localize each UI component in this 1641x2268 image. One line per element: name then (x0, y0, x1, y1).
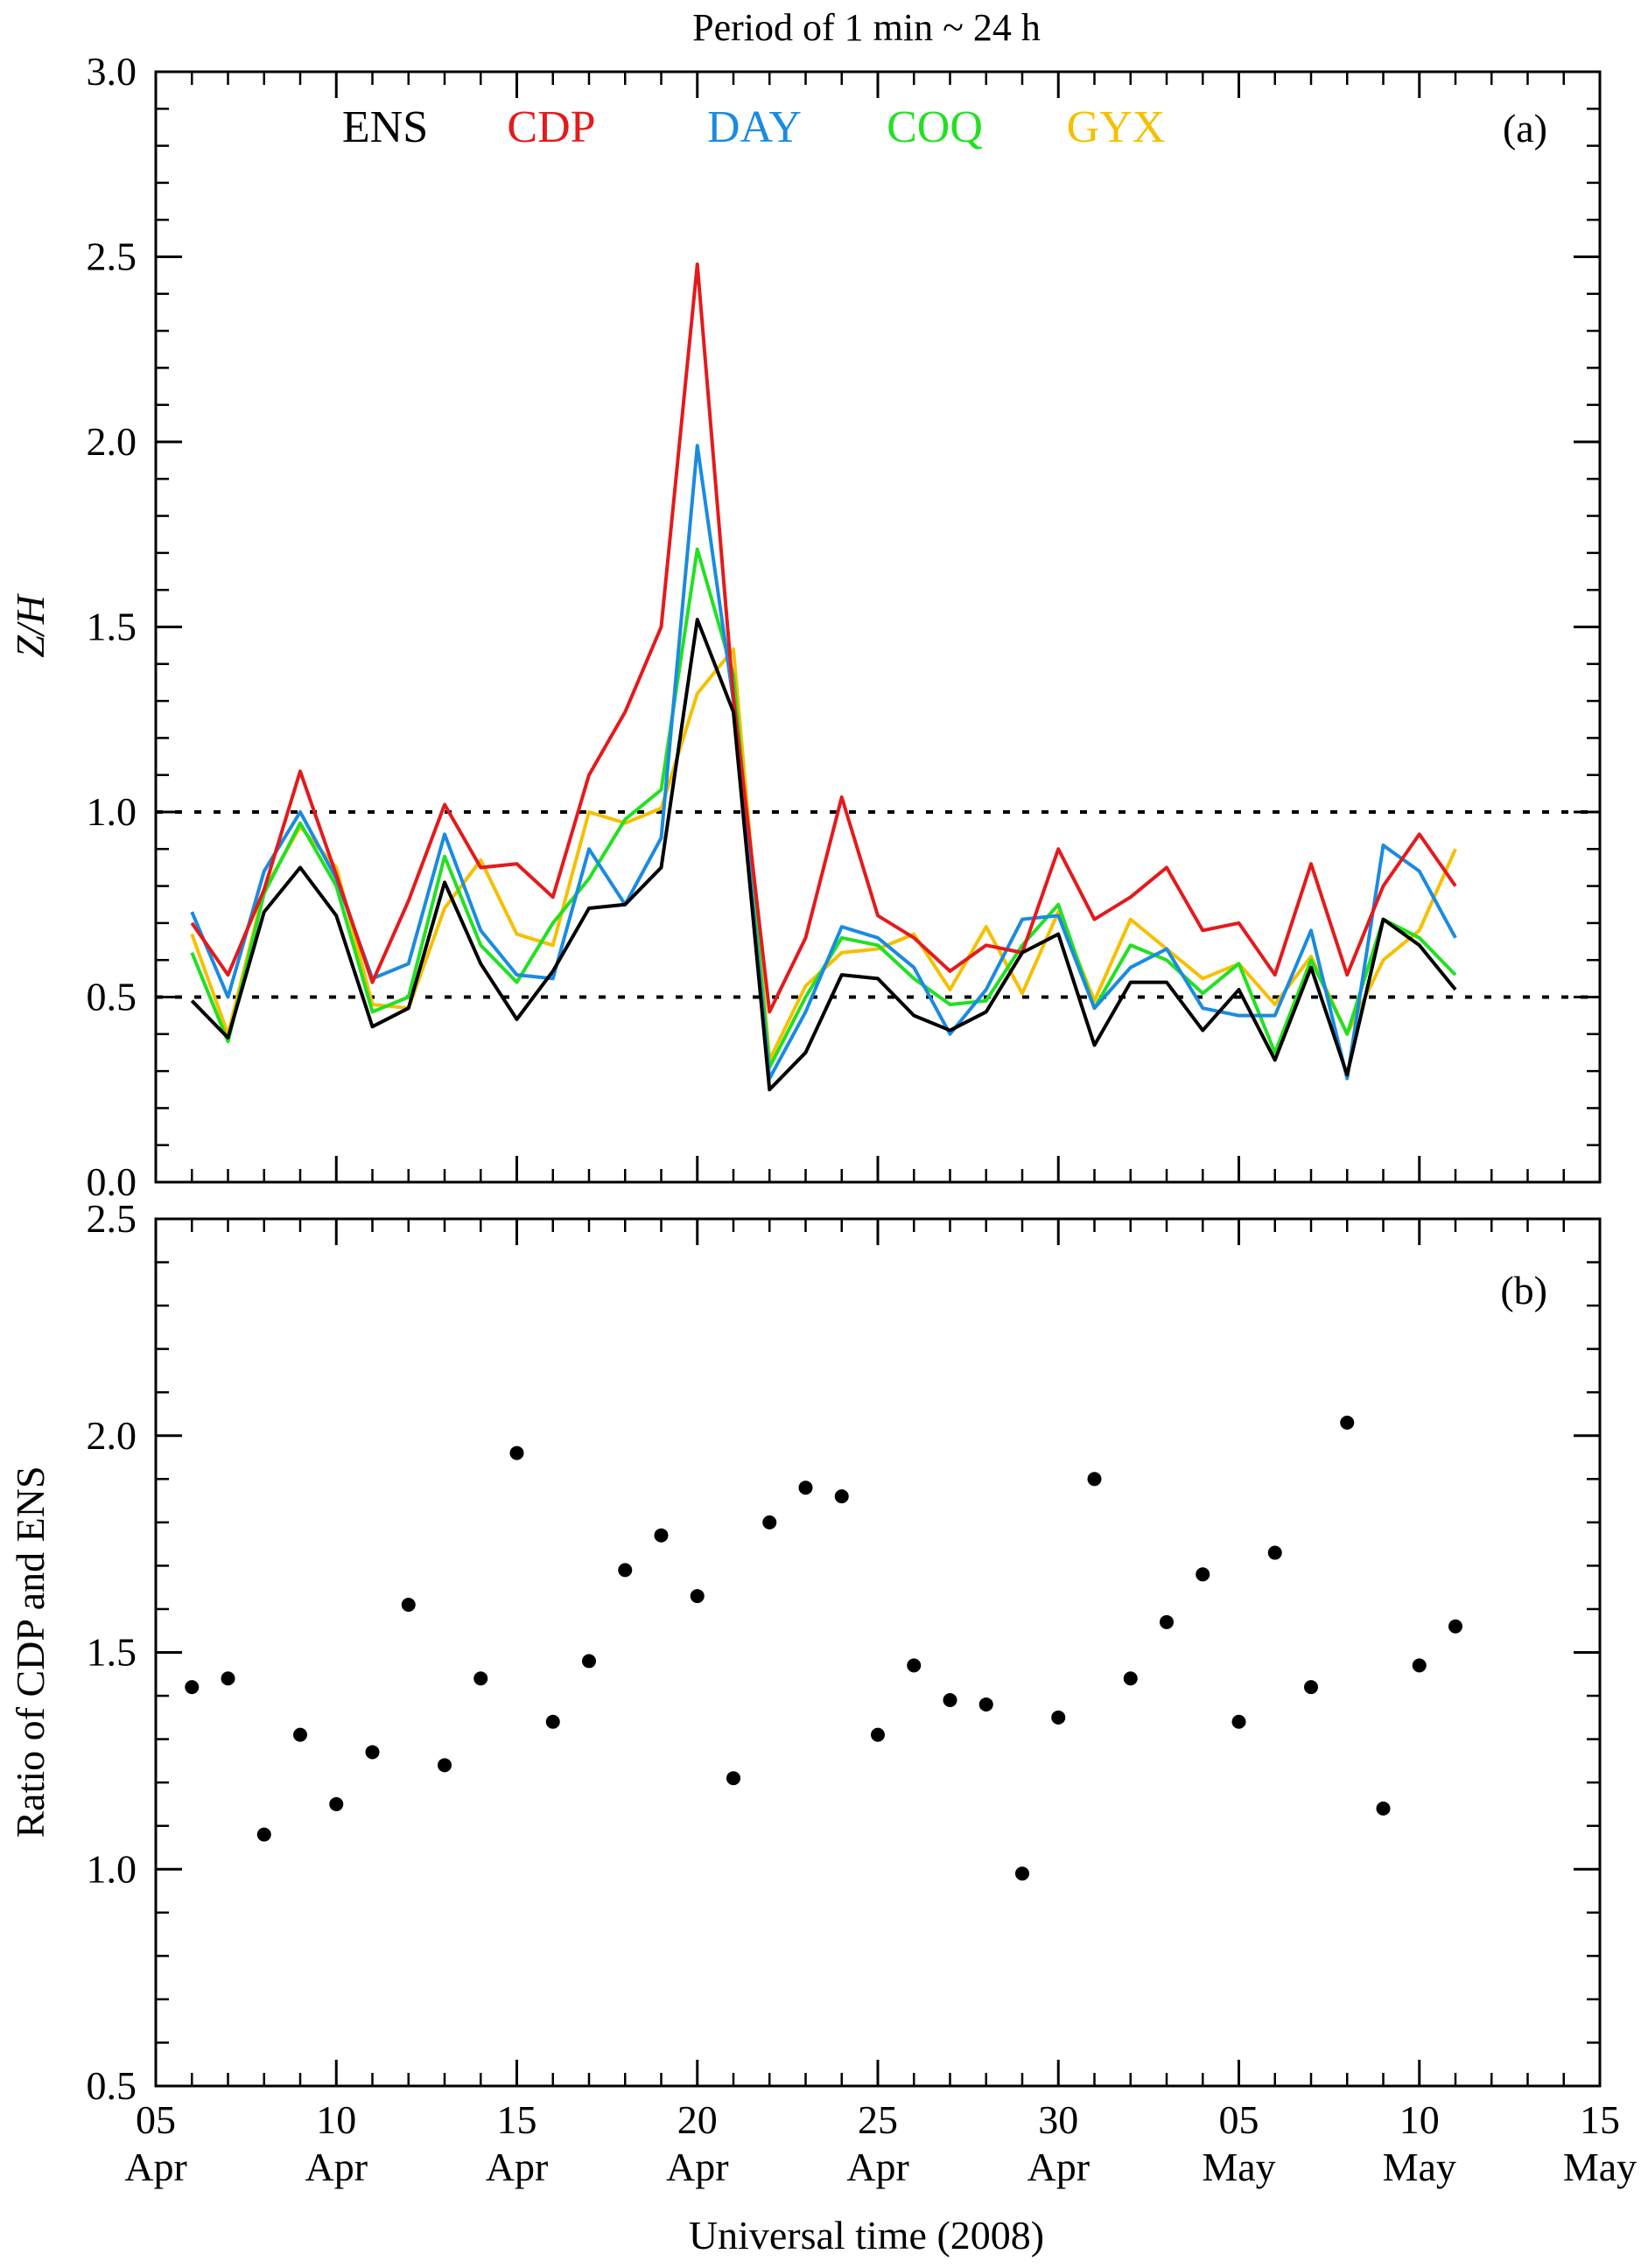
panel-b-y-axis: 0.5 1.0 1.5 2.0 2.5 (87, 1196, 1600, 2108)
scatter-point (509, 1446, 524, 1460)
scatter-point (690, 1589, 705, 1604)
x-tick-label-day: 05 (136, 2097, 176, 2142)
scatter-point (1051, 1710, 1066, 1725)
panel-a-reference-lines (156, 810, 1600, 999)
y-tick-label: 1.5 (87, 605, 137, 649)
x-tick-label-month: Apr (124, 2145, 187, 2189)
scatter-point (798, 1480, 813, 1495)
scatter-point (582, 1654, 596, 1669)
scatter-point (438, 1758, 452, 1773)
legend-entry-day: DAY (707, 102, 802, 152)
panel-a-legend: ENS CDP DAY COQ GYX (342, 102, 1165, 152)
x-tick-label-day: 05 (1219, 2097, 1259, 2142)
scatter-point (1123, 1671, 1138, 1686)
x-tick-label-day: 15 (1580, 2097, 1620, 2142)
panel-a-series (190, 262, 1457, 1092)
scatter-point (1231, 1714, 1246, 1729)
scatter-point (221, 1671, 235, 1686)
scatter-point (834, 1489, 849, 1504)
scatter-point (654, 1528, 669, 1543)
scatter-point (473, 1671, 488, 1686)
y-tick-label: 1.0 (87, 1846, 137, 1891)
x-tick-label-day: 10 (316, 2097, 356, 2142)
x-tick-label-month: Apr (666, 2145, 729, 2189)
panel-a-line-chart: 0.0 0.5 1.0 1.5 2.0 2.5 3.0 ENS CDP DAY COQ GYX (a… (8, 49, 1602, 1204)
scatter-point (1160, 1614, 1174, 1629)
x-tick-label-month: Apr (1027, 2145, 1090, 2189)
y-tick-label: 1.5 (87, 1630, 137, 1675)
scatter-point (1267, 1545, 1282, 1560)
panel-a-y-label: Z/H (8, 592, 53, 657)
scatter-point (365, 1745, 380, 1760)
scatter-point (1087, 1472, 1102, 1487)
x-tick-label-day: 30 (1038, 2097, 1078, 2142)
legend-entry-coq: COQ (887, 102, 983, 152)
panel-b-y-label: Ratio of CDP and ENS (8, 1466, 53, 1838)
y-tick-label: 2.5 (87, 234, 137, 279)
y-tick-label: 2.5 (87, 1196, 137, 1241)
legend-entry-cdp: CDP (507, 102, 595, 152)
legend-entry-gyx: GYX (1067, 102, 1166, 152)
y-tick-label: 1.0 (87, 789, 137, 834)
x-tick-label-month: Apr (846, 2145, 909, 2189)
x-axis: 05Apr10Apr15Apr20Apr25Apr30Apr05May10May… (124, 72, 1637, 2189)
y-tick-label: 2.0 (87, 1413, 137, 1458)
scatter-point (545, 1714, 560, 1729)
y-tick-label: 3.0 (87, 49, 137, 94)
scatter-point (1015, 1866, 1029, 1881)
scatter-point (1304, 1680, 1318, 1695)
panel-a-y-axis: 0.0 0.5 1.0 1.5 2.0 2.5 3.0 (87, 49, 1600, 1204)
scatter-point (256, 1827, 271, 1842)
scatter-point (1340, 1415, 1355, 1430)
scatter-point (1412, 1658, 1427, 1673)
y-tick-label: 2.0 (87, 419, 137, 464)
scatter-point (726, 1771, 740, 1786)
series-line-day (190, 444, 1457, 1081)
scatter-point (618, 1563, 633, 1578)
x-tick-label-month: Apr (305, 2145, 368, 2189)
panel-a-label: (a) (1503, 106, 1547, 150)
figure-title: Period of 1 min ~ 24 h (692, 6, 1041, 49)
scatter-point (943, 1693, 957, 1708)
scatter-point (762, 1515, 777, 1530)
x-tick-label-month: May (1202, 2145, 1275, 2189)
x-tick-label-day: 10 (1399, 2097, 1440, 2142)
scatter-point (978, 1697, 993, 1712)
panel-b-points (185, 1415, 1462, 1881)
scatter-point (1376, 1801, 1391, 1816)
scatter-point (329, 1796, 344, 1811)
scatter-point (871, 1727, 885, 1742)
x-tick-label-month: May (1383, 2145, 1456, 2189)
x-tick-label-month: May (1563, 2145, 1637, 2189)
x-tick-label-day: 20 (677, 2097, 718, 2142)
scatter-point (401, 1597, 416, 1612)
x-tick-label-month: Apr (486, 2145, 549, 2189)
x-tick-label-day: 25 (858, 2097, 898, 2142)
scatter-point (185, 1680, 200, 1695)
x-axis-label: Universal time (2008) (689, 2213, 1044, 2258)
scatter-point (907, 1658, 922, 1673)
x-tick-label-day: 15 (497, 2097, 537, 2142)
series-line-ens (190, 618, 1457, 1092)
panel-b-scatter-chart: 0.5 1.0 1.5 2.0 2.5 (b) Ratio of CDP and ENS (8, 1196, 1602, 2108)
y-tick-label: 0.5 (87, 975, 137, 1019)
series-line-cdp (190, 262, 1457, 1014)
series-line-gyx (190, 647, 1457, 1062)
panel-b-frame (154, 1217, 1602, 2088)
scatter-point (1448, 1619, 1462, 1634)
legend-entry-ens: ENS (342, 102, 428, 152)
panel-b-label: (b) (1500, 1268, 1547, 1312)
y-tick-label: 0.0 (87, 1159, 137, 1204)
scatter-point (293, 1727, 307, 1742)
panel-a-frame (154, 70, 1602, 1184)
y-tick-label: 0.5 (87, 2063, 137, 2108)
series-line-coq (190, 547, 1457, 1069)
scatter-point (1196, 1567, 1210, 1582)
